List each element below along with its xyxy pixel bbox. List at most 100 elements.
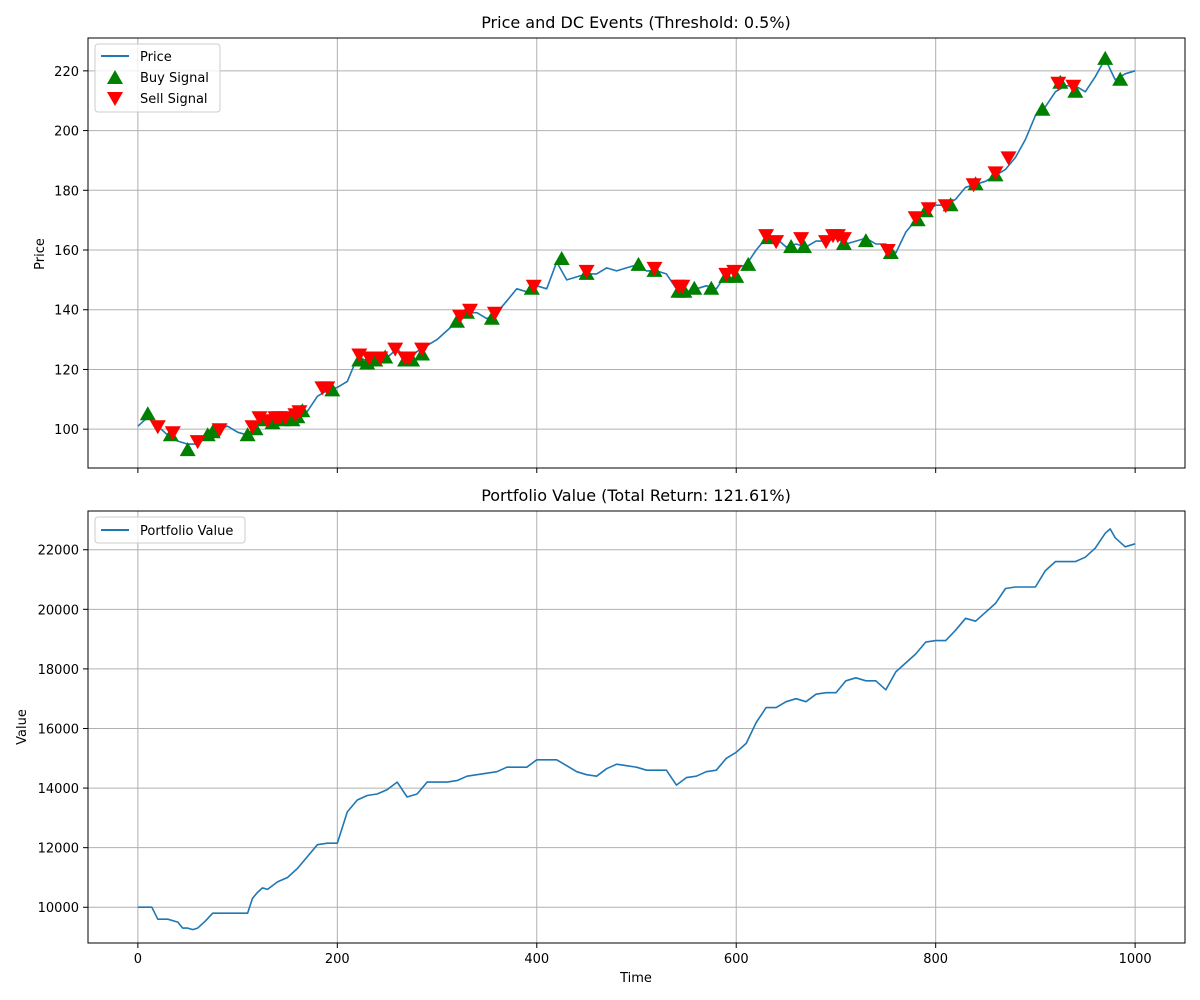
sell-signal-marker bbox=[907, 211, 924, 226]
buy-signal-marker bbox=[1067, 83, 1084, 98]
sell-signal-marker bbox=[1050, 76, 1067, 91]
sell-signal-marker bbox=[758, 229, 775, 244]
price-legend: Price Buy Signal Sell Signal bbox=[94, 43, 221, 113]
portfolio-y-tick-label: 18000 bbox=[38, 663, 79, 678]
portfolio-y-tick-label: 16000 bbox=[38, 722, 79, 737]
buy-signal-marker bbox=[703, 280, 720, 295]
sell-signal-marker bbox=[920, 202, 937, 217]
price-panel: Price and DC Events (Threshold: 0.5%) Pr… bbox=[33, 13, 1186, 473]
price-plot-frame bbox=[87, 37, 1186, 469]
price-series-layer bbox=[137, 50, 1136, 457]
sell-signal-marker bbox=[319, 381, 336, 396]
portfolio-legend-box bbox=[94, 516, 246, 544]
portfolio-axis-ticks: 0 200 400 600 800 1000 10000 12000 14000 16000 180… bbox=[38, 544, 1152, 967]
sell-signal-marker bbox=[244, 420, 261, 435]
sell-signal-marker bbox=[726, 264, 743, 279]
portfolio-legend: Portfolio Value bbox=[94, 516, 246, 544]
buy-signal-marker bbox=[483, 310, 500, 325]
portfolio-x-tick-label: 400 bbox=[524, 952, 549, 967]
sell-signal-marker bbox=[646, 261, 663, 276]
sell-signal-marker bbox=[835, 232, 852, 247]
price-y-tick-label: 100 bbox=[54, 423, 79, 438]
buy-signal-marker bbox=[553, 251, 570, 265]
buy-signal-marker bbox=[1112, 71, 1129, 86]
price-y-tick-label: 160 bbox=[54, 244, 79, 259]
sell-signal-marker bbox=[793, 232, 810, 247]
price-axis-ticks: 100 120 140 160 180 200 220 bbox=[54, 65, 1136, 473]
portfolio-grid bbox=[88, 511, 1185, 943]
sell-signal-marker bbox=[578, 264, 595, 279]
buy-signal-marker bbox=[239, 427, 256, 442]
sell-signal-marker bbox=[277, 411, 294, 426]
portfolio-x-tick-label: 600 bbox=[724, 952, 749, 967]
buy-signal-marker bbox=[686, 280, 703, 295]
sell-signal-marker bbox=[879, 244, 896, 258]
sell-signal-marker bbox=[414, 342, 431, 357]
portfolio-y-tick-label: 20000 bbox=[38, 603, 79, 618]
legend-buy-signal-marker bbox=[107, 70, 123, 84]
portfolio-series-layer bbox=[137, 528, 1136, 931]
price-y-tick-label: 220 bbox=[54, 65, 79, 80]
buy-signal-marker bbox=[1034, 101, 1051, 116]
sell-signal-marker bbox=[486, 306, 503, 321]
buy-signal-marker bbox=[179, 442, 196, 457]
portfolio-y-tick-label: 22000 bbox=[38, 544, 79, 559]
price-y-tick-label: 120 bbox=[54, 363, 79, 378]
sell-signal-marker bbox=[387, 342, 404, 357]
sell-signal-marker bbox=[965, 178, 982, 193]
sell-signal-marker bbox=[452, 309, 468, 324]
legend-price-label: Price bbox=[140, 50, 172, 65]
sell-signal-marker bbox=[361, 351, 378, 366]
buy-signal-marker bbox=[630, 256, 647, 271]
portfolio-x-axis-label: Time bbox=[619, 971, 652, 986]
sell-signal-marker bbox=[1065, 79, 1082, 94]
portfolio-x-tick-label: 0 bbox=[134, 952, 142, 967]
buy-signal-marker bbox=[783, 239, 800, 253]
portfolio-chart-title: Portfolio Value (Total Return: 121.61%) bbox=[481, 486, 791, 505]
portfolio-y-axis-label: Value bbox=[15, 709, 30, 745]
legend-portfolio-label: Portfolio Value bbox=[140, 524, 233, 539]
buy-signal-marker bbox=[796, 239, 812, 253]
legend-sell-signal-marker bbox=[107, 92, 123, 106]
buy-signal-marker bbox=[857, 233, 874, 248]
sell-signal-marker bbox=[818, 235, 834, 250]
price-y-tick-label: 180 bbox=[54, 184, 79, 199]
sell-signal-marker bbox=[372, 351, 389, 366]
price-y-tick-label: 140 bbox=[54, 304, 79, 319]
portfolio-y-tick-label: 14000 bbox=[38, 782, 79, 797]
portfolio-x-tick-label: 800 bbox=[923, 952, 948, 967]
buy-signal-marker bbox=[740, 256, 757, 271]
sell-signal-marker bbox=[525, 279, 542, 294]
portfolio-x-tick-label: 1000 bbox=[1119, 952, 1152, 967]
price-chart-title: Price and DC Events (Threshold: 0.5%) bbox=[481, 13, 791, 32]
price-y-tick-label: 200 bbox=[54, 125, 79, 140]
sell-signal-marker bbox=[674, 279, 691, 294]
buy-signal-marker bbox=[139, 406, 156, 421]
buy-signal-marker bbox=[1097, 50, 1114, 65]
buy-signal-marker bbox=[204, 424, 221, 439]
sell-signal-marker bbox=[768, 235, 785, 250]
sell-signal-marker bbox=[211, 423, 228, 438]
sell-signal-marker bbox=[189, 435, 206, 450]
sell-signal-marker bbox=[937, 199, 954, 214]
price-legend-box bbox=[94, 43, 221, 113]
portfolio-plot-frame bbox=[87, 510, 1186, 944]
sell-signal-marker bbox=[149, 420, 166, 435]
portfolio-y-tick-label: 10000 bbox=[38, 901, 79, 916]
portfolio-x-tick-label: 200 bbox=[325, 952, 350, 967]
sell-signal-marker bbox=[291, 405, 308, 420]
buy-signal-marker bbox=[449, 313, 465, 328]
sell-signal-marker bbox=[1000, 151, 1017, 166]
legend-buy-signal-label: Buy Signal bbox=[140, 71, 209, 86]
portfolio-panel: Portfolio Value (Total Return: 121.61%) … bbox=[15, 486, 1186, 986]
sell-signal-marker bbox=[462, 303, 478, 318]
sell-signal-marker bbox=[401, 351, 418, 366]
price-y-axis-label: Price bbox=[33, 238, 48, 270]
legend-sell-signal-label: Sell Signal bbox=[140, 92, 208, 107]
sell-signal-marker bbox=[987, 166, 1004, 181]
portfolio-value-line bbox=[137, 528, 1136, 931]
portfolio-y-tick-label: 12000 bbox=[38, 842, 79, 857]
sell-signal-marker bbox=[164, 426, 181, 441]
buy-signal-marker bbox=[728, 268, 745, 283]
